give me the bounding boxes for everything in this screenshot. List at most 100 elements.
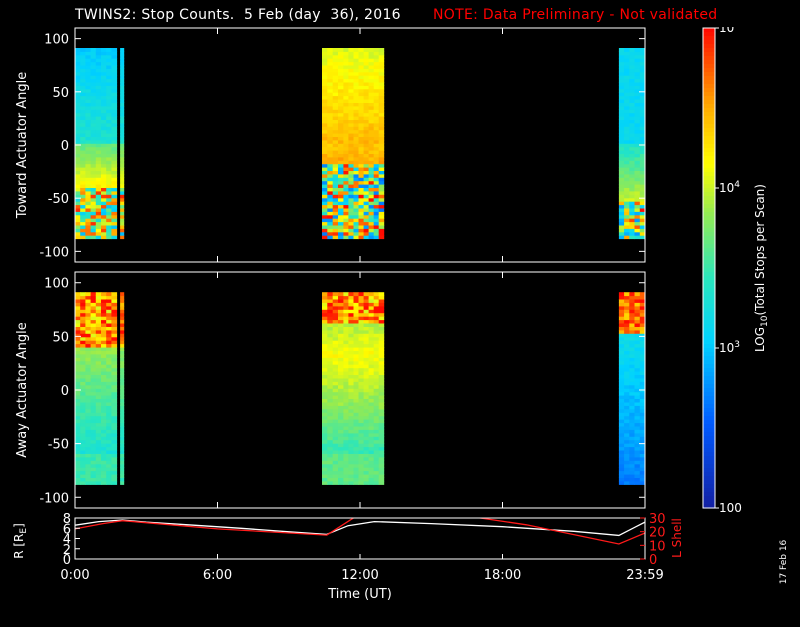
heatmap-cell	[106, 453, 112, 458]
heatmap-cell	[327, 211, 334, 216]
heatmap-cell	[90, 143, 97, 148]
heatmap-cell	[90, 426, 97, 430]
heatmap-cell	[368, 354, 375, 358]
heatmap-cell	[634, 99, 641, 103]
heatmap-cell	[624, 398, 630, 403]
heatmap-cell	[618, 326, 625, 331]
heatmap-cell	[353, 58, 359, 63]
heatmap-cell	[120, 305, 125, 310]
heatmap-cell	[624, 167, 630, 171]
heatmap-cell	[343, 316, 349, 321]
heatmap-cell	[378, 95, 385, 100]
heatmap-cell	[348, 364, 354, 369]
colorbar-cell	[703, 424, 715, 429]
heatmap-cell	[353, 116, 359, 120]
heatmap-cell	[338, 180, 344, 185]
heatmap-cell	[120, 218, 125, 223]
heatmap-cell	[338, 129, 344, 134]
heatmap-cell	[624, 381, 630, 386]
heatmap-cell	[90, 326, 97, 331]
heatmap-cell	[95, 139, 102, 144]
colorbar-cell	[703, 316, 715, 321]
heatmap-cell	[90, 75, 97, 80]
heatmap-cell	[80, 443, 86, 448]
heatmap-cell	[618, 78, 625, 83]
heatmap-cell	[358, 374, 364, 379]
heatmap-cell	[639, 184, 646, 188]
heatmap-cell	[618, 68, 625, 73]
heatmap-cell	[95, 167, 102, 171]
heatmap-cell	[111, 316, 118, 321]
heatmap-cell	[343, 467, 349, 472]
heatmap-cell	[348, 51, 354, 56]
heatmap-cell	[634, 119, 641, 124]
heatmap-cell	[343, 208, 349, 212]
heatmap-cell	[373, 170, 380, 175]
heatmap-cell	[348, 398, 354, 403]
heatmap-cell	[120, 208, 125, 212]
heatmap-cell	[111, 343, 118, 348]
heatmap-cell	[639, 470, 646, 475]
heatmap-cell	[120, 197, 125, 202]
heatmap-cell	[90, 381, 97, 386]
heatmap-cell	[353, 204, 359, 209]
heatmap-cell	[373, 184, 380, 188]
heatmap-cell	[368, 163, 375, 168]
heatmap-cell	[111, 305, 118, 310]
heatmap-cell	[358, 146, 364, 151]
heatmap-cell	[624, 99, 630, 103]
heatmap-cell	[95, 309, 102, 314]
heatmap-cell	[639, 218, 646, 223]
heatmap-cell	[634, 474, 641, 478]
heatmap-cell	[343, 405, 349, 410]
heatmap-cell	[101, 302, 107, 307]
heatmap-cell	[368, 432, 375, 437]
heatmap-cell	[90, 218, 97, 223]
heatmap-cell	[618, 302, 625, 307]
heatmap-cell	[358, 347, 364, 351]
heatmap-cell	[111, 360, 118, 365]
heatmap-cell	[111, 235, 118, 240]
heatmap-cell	[373, 129, 380, 134]
heatmap-cell	[353, 309, 359, 314]
heatmap-cell	[363, 102, 370, 107]
heatmap-cell	[343, 170, 349, 175]
heatmap-cell	[90, 156, 97, 161]
colorbar-cell	[703, 384, 715, 389]
heatmap-cell	[373, 51, 380, 56]
heatmap-cell	[101, 456, 107, 461]
heatmap-cell	[373, 336, 380, 341]
heatmap-cell	[322, 221, 328, 226]
heatmap-cell	[363, 412, 370, 417]
heatmap-cell	[348, 299, 354, 303]
heatmap-cell	[75, 350, 81, 355]
heatmap-cell	[629, 343, 635, 348]
heatmap-cell	[80, 381, 86, 386]
heatmap-cell	[106, 463, 112, 468]
heatmap-cell	[106, 302, 112, 307]
heatmap-cell	[111, 415, 118, 420]
heatmap-cell	[120, 474, 125, 478]
heatmap-cell	[634, 160, 641, 165]
heatmap-cell	[629, 426, 635, 430]
heatmap-cell	[106, 350, 112, 355]
colorbar-cell	[703, 472, 715, 477]
heatmap-cell	[90, 139, 97, 144]
heatmap-cell	[639, 85, 646, 90]
heatmap-cell	[111, 85, 118, 90]
heatmap-cell	[80, 54, 86, 59]
heatmap-cell	[85, 68, 92, 73]
heatmap-cell	[111, 364, 118, 369]
heatmap-cell	[95, 408, 102, 413]
heatmap-cell	[75, 408, 81, 413]
heatmap-cell	[327, 48, 334, 52]
heatmap-cell	[368, 336, 375, 341]
heatmap-cell	[343, 439, 349, 444]
heatmap-cell	[106, 398, 112, 403]
heatmap-cell	[634, 299, 641, 303]
heatmap-cell	[624, 143, 630, 148]
heatmap-cell	[368, 75, 375, 80]
heatmap-cell	[80, 221, 86, 226]
heatmap-cell	[332, 467, 339, 472]
heatmap-cell	[348, 58, 354, 63]
